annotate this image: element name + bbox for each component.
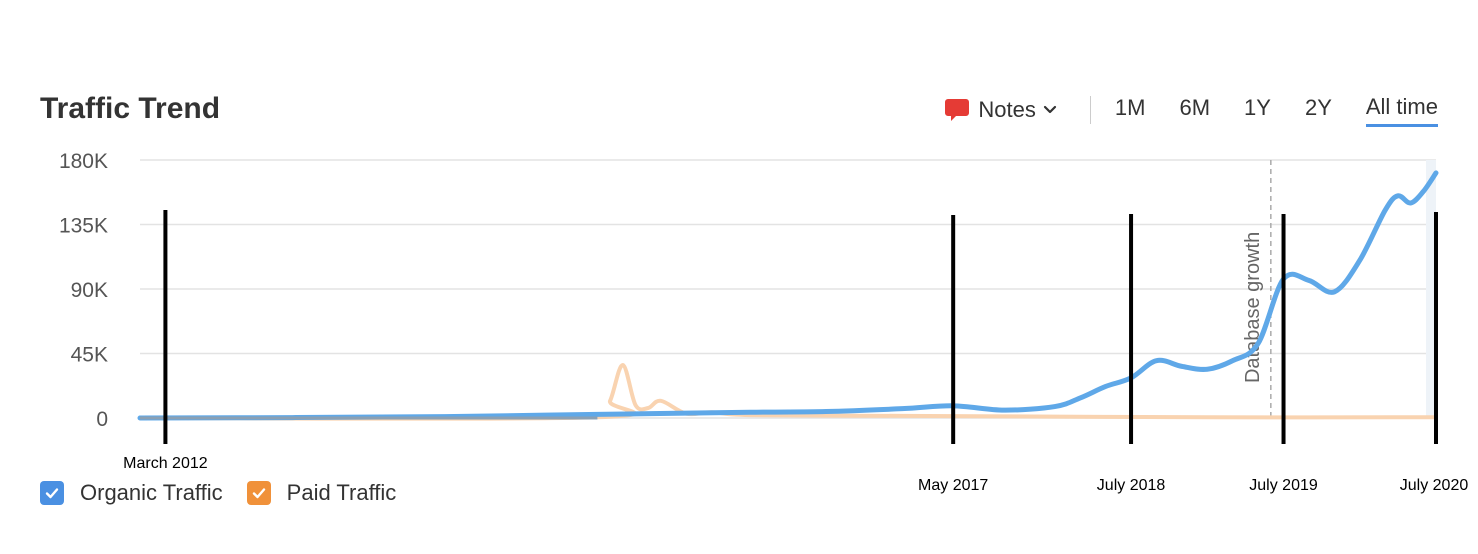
organic-checkbox[interactable] bbox=[40, 481, 64, 505]
notes-dropdown[interactable]: Notes bbox=[944, 97, 1057, 123]
toolbar-divider bbox=[1089, 96, 1091, 124]
speech-bubble-icon bbox=[945, 99, 970, 121]
legend-paid-traffic[interactable]: Paid Traffic bbox=[246, 480, 397, 506]
range-1y[interactable]: 1Y bbox=[1244, 95, 1271, 120]
range-1m[interactable]: 1M bbox=[1114, 95, 1146, 120]
annotation-label: May 2017 bbox=[918, 477, 988, 494]
y-tick-label: 45K bbox=[71, 344, 108, 367]
y-tick-label: 0 bbox=[96, 408, 108, 431]
y-tick-label: 180K bbox=[59, 150, 108, 173]
range-6m[interactable]: 6M bbox=[1179, 95, 1211, 120]
chevron-down-icon bbox=[1043, 105, 1057, 114]
annotation-label: July 2020 bbox=[1400, 477, 1469, 494]
y-tick-label: 90K bbox=[71, 279, 108, 302]
y-tick-label: 135K bbox=[59, 215, 108, 238]
legend-label-paid: Paid Traffic bbox=[286, 480, 397, 505]
chart-legend: Organic Traffic Paid Traffic bbox=[40, 480, 420, 506]
legend-organic-traffic[interactable]: Organic Traffic bbox=[40, 480, 223, 506]
range-all-time[interactable]: All time bbox=[1365, 94, 1438, 127]
paid-checkbox[interactable] bbox=[246, 481, 271, 505]
annotation-label: March 2012 bbox=[123, 455, 208, 472]
annotation-label: July 2018 bbox=[1097, 477, 1166, 494]
annotation-label: July 2019 bbox=[1249, 477, 1318, 494]
checkmark-icon bbox=[252, 488, 265, 499]
current-period-band bbox=[1426, 160, 1436, 418]
legend-label-organic: Organic Traffic bbox=[80, 480, 223, 505]
database-growth-label: Database growth bbox=[1242, 232, 1264, 383]
range-2y[interactable]: 2Y bbox=[1304, 95, 1332, 120]
notes-label: Notes bbox=[978, 97, 1036, 122]
checkmark-icon bbox=[45, 488, 59, 499]
chart-title: Traffic Trend bbox=[40, 92, 221, 125]
toolbar: Notes 1M 6M 1Y 2Y All time bbox=[944, 92, 1438, 128]
